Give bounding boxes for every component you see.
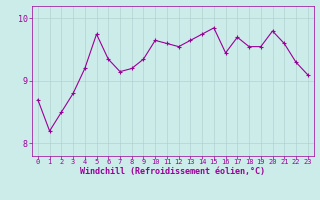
X-axis label: Windchill (Refroidissement éolien,°C): Windchill (Refroidissement éolien,°C): [80, 167, 265, 176]
